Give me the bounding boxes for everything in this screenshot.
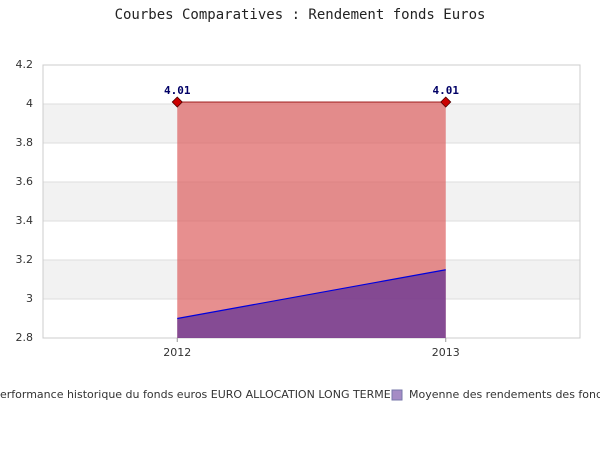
marker <box>440 96 452 108</box>
y-tick-label: 3 <box>26 292 33 305</box>
y-tick-label: 3.4 <box>16 214 34 227</box>
y-tick-label: 4.2 <box>16 58 34 71</box>
legend-swatch <box>391 389 403 401</box>
line <box>177 269 446 320</box>
area <box>177 269 446 338</box>
area <box>177 102 446 338</box>
y-tick-label: 3.6 <box>16 175 34 188</box>
x-tick-label: 2012 <box>163 346 191 359</box>
chart-title: Courbes Comparatives : Rendement fonds E… <box>115 7 486 23</box>
y-tick-label: 2.8 <box>16 331 34 344</box>
legend-label: Moyenne des rendements des fonds <box>409 388 600 401</box>
legend-label: erformance historique du fonds euros EUR… <box>0 388 391 401</box>
x-tick-label: 2013 <box>432 346 460 359</box>
data-label: 4.01 <box>433 84 460 97</box>
y-tick-label: 3.8 <box>16 136 34 149</box>
y-tick-label: 3.2 <box>16 253 34 266</box>
marker <box>171 96 183 108</box>
data-label: 4.01 <box>164 84 191 97</box>
y-tick-label: 4 <box>26 97 33 110</box>
